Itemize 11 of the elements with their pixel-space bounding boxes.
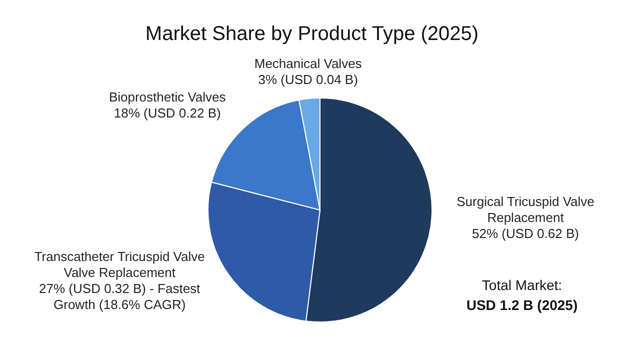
- data-label: 52% (USD 0.62 B): [472, 226, 579, 241]
- slice-label: Mechanical Valves: [254, 56, 362, 71]
- slice-label: Bioprosthetic Valves: [108, 90, 226, 105]
- text: USD 1.2 B (2025): [466, 297, 578, 313]
- data-label: 27% (USD 0.32 B) - Fastest Growth (18.6% CAGR): [39, 281, 201, 312]
- chart-title: Market Share by Product Type (2025): [145, 23, 479, 45]
- data-label: 3% (USD 0.04 B): [258, 72, 358, 87]
- text: Total Market:: [482, 277, 562, 293]
- slice-label: Transcatheter Tricuspid Valve Valve Replacement: [34, 249, 205, 280]
- data-label: 18% (USD 0.22 B): [114, 106, 221, 121]
- slice-label: Surgical Tricuspid Valve Replacement: [456, 194, 594, 225]
